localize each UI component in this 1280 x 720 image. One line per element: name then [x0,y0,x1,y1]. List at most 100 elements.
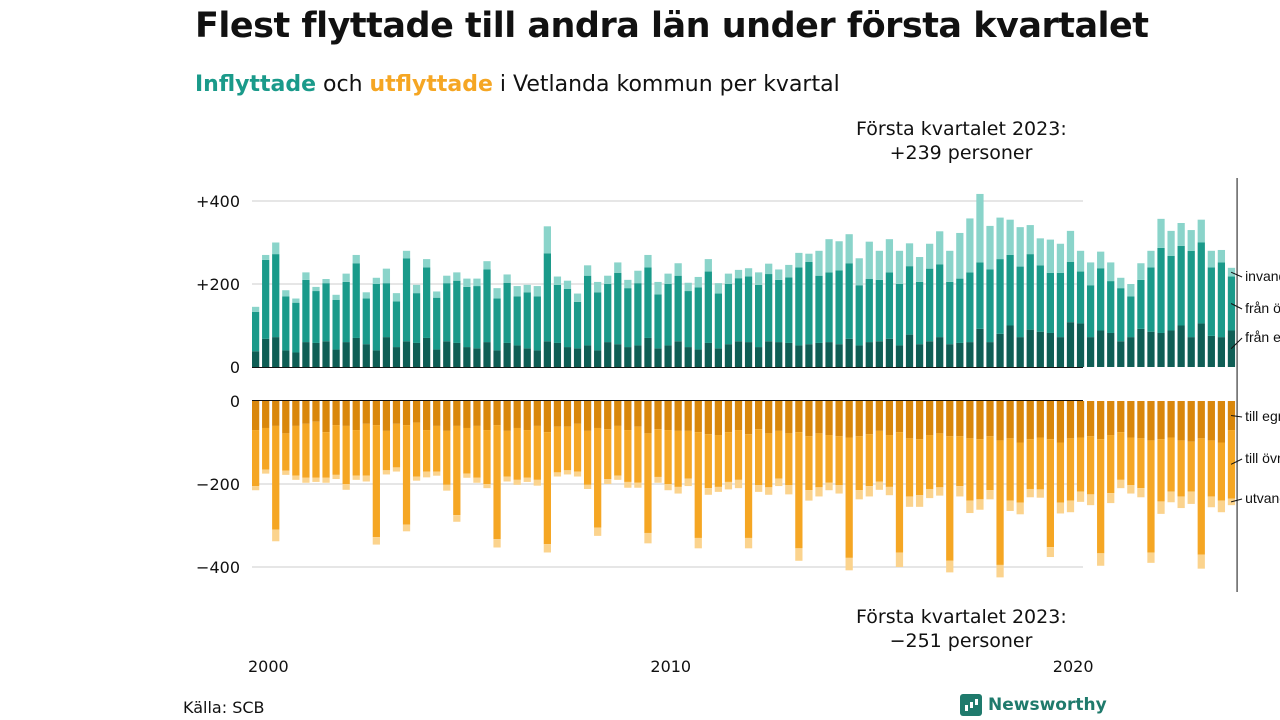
bar-in-own [392,347,401,367]
bar-out-own [1056,401,1065,443]
bar-out-abroad [453,515,461,522]
bar-out-own [332,401,340,426]
bar-out-other [765,433,773,488]
bar-in-other [1097,268,1105,331]
bar-in-other [946,281,954,345]
bar-out-own [1217,401,1226,443]
bar-in-own [775,342,783,367]
bar-in-other [734,278,743,342]
bar-out-abroad [785,485,793,495]
bar-in-abroad [483,261,491,270]
bar-out-other [1117,432,1125,480]
bar-out-own [835,401,843,437]
bar-out-own [1207,401,1215,441]
bar-in-other [382,283,391,338]
bar-in-own [1026,329,1034,367]
bar-in-abroad [915,257,924,282]
bar-out-abroad [845,557,853,571]
bar-in-own [875,341,883,367]
annotation-top: Första kvartalet 2023: +239 personer [856,118,1067,164]
bar-out-own [624,401,632,431]
bar-out-abroad [1076,491,1085,502]
bar-out-other [252,430,260,487]
bar-in-other [523,292,531,349]
bar-in-own [755,347,763,367]
bar-out-abroad [664,484,672,491]
bar-out-abroad [1056,502,1065,514]
bar-out-other [392,423,401,468]
bar-in-other [875,279,883,342]
bar-out-abroad [1187,491,1195,504]
bar-out-other [372,425,380,538]
bar-in-abroad [825,239,833,273]
bar-out-own [604,401,612,430]
bar-out-other [966,438,974,501]
bar-in-abroad [503,274,511,283]
subtitle-utflyttade: utflyttade [369,72,493,97]
bar-out-own [1117,401,1125,433]
bar-out-other [885,435,894,487]
bar-in-other [453,280,461,343]
bar-in-own [966,342,974,367]
bar-out-other [352,430,360,476]
bar-in-abroad [443,275,451,284]
bar-in-abroad [463,278,471,287]
bar-in-other [1147,267,1155,332]
bar-in-abroad [322,279,330,284]
bar-in-other [1046,272,1054,333]
bar-in-own [704,342,712,367]
bar-out-other [956,436,964,487]
bar-in-abroad [302,272,310,280]
bar-out-own [744,401,753,435]
bar-out-own [614,401,622,426]
bar-out-other [1217,442,1226,501]
bar-out-abroad [352,475,360,480]
bar-in-own [734,341,743,367]
bar-in-abroad [1066,230,1075,263]
bar-in-abroad [473,278,481,287]
bar-out-other [573,423,582,472]
bar-in-own [252,351,260,367]
series-label-in-other: från övriga län [1245,300,1280,316]
bar-in-abroad [533,286,541,297]
bar-out-other [1016,442,1024,503]
bar-out-abroad [734,479,743,489]
bar-in-other [563,288,572,348]
bar-out-other [362,423,370,476]
bar-in-other [392,301,401,348]
bar-out-abroad [724,481,733,490]
bar-in-abroad [382,268,391,284]
bar-in-abroad [573,293,582,302]
bar-in-abroad [433,291,441,298]
bar-out-own [372,401,380,426]
bar-out-other [1036,437,1044,490]
bar-out-own [704,401,712,435]
series-label-out-other: till övriga län [1245,450,1280,466]
bar-in-other [312,291,320,343]
bar-out-own [1046,401,1054,440]
bar-in-other [282,296,290,351]
bar-in-abroad [946,250,954,282]
bar-in-other [513,296,521,346]
bar-out-abroad [463,473,471,478]
bar-in-abroad [765,263,773,275]
bar-in-own [885,338,894,367]
bar-in-other [292,302,300,353]
bar-in-own [976,328,984,367]
bar-in-own [1137,328,1145,367]
bar-out-own [1197,401,1205,439]
bar-in-own [825,342,833,367]
bar-in-abroad [724,273,733,284]
bar-in-own [423,337,431,367]
bar-out-other [433,425,441,472]
bar-out-other [825,435,833,483]
bar-in-abroad [644,254,652,268]
bar-in-own [523,348,531,367]
bar-out-abroad [704,488,712,495]
bar-out-other [463,427,471,474]
bar-out-abroad [996,564,1004,578]
bar-out-own [966,401,974,439]
bar-in-other [322,283,330,342]
bar-in-other [533,296,541,351]
bar-in-other [573,301,582,349]
